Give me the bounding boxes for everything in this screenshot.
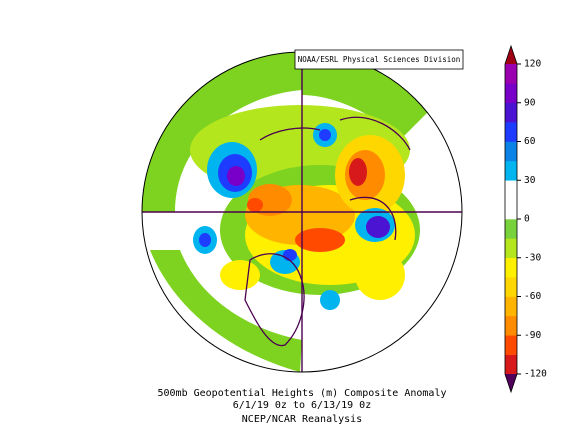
colorbar-over — [505, 46, 517, 64]
colorbar-tick-label: 120 — [524, 59, 541, 70]
colorbar-segment — [505, 83, 517, 104]
colorbar-tick-label: 30 — [524, 175, 536, 186]
colorbar-segment — [505, 180, 517, 200]
colorbar-segment — [505, 315, 517, 336]
colorbar-segment — [505, 296, 517, 317]
colorbar-tick-label: 60 — [524, 136, 536, 147]
colorbar-segment — [505, 122, 517, 142]
colorbar-tick-label: -60 — [524, 291, 541, 302]
colorbar-tick-label: 0 — [524, 214, 530, 225]
colorbar-segment — [505, 141, 517, 162]
colorbar-segment — [505, 160, 517, 181]
colorbar-segment — [505, 64, 517, 84]
colorbar-segment — [505, 277, 517, 297]
colorbar-under — [505, 374, 517, 392]
caption: NCEP/NCAR Reanalysis — [242, 414, 362, 425]
colorbar-segment — [505, 102, 517, 123]
colorbar-segment — [505, 354, 517, 375]
colorbar: 120 90 60 30 0 -30 -60 -90 -120 — [504, 44, 547, 394]
attribution-box — [294, 49, 464, 70]
colorbar-tick-label: 90 — [524, 97, 536, 108]
colorbar-tick-label: -120 — [524, 369, 547, 380]
caption: 6/1/19 0z to 6/13/19 0z — [233, 400, 371, 411]
colorbar-tick-label: -30 — [524, 252, 541, 263]
colorbar-segment — [505, 238, 517, 259]
colorbar-segment — [505, 257, 517, 278]
map — [142, 52, 462, 372]
colorbar-segment — [505, 335, 517, 355]
colorbar-tick-label: -90 — [524, 330, 541, 341]
colorbar-segment — [505, 199, 517, 220]
caption: 500mb Geopotential Heights (m) Composite… — [158, 388, 447, 399]
attribution: NOAA/ESRL Physical Sciences Division — [298, 55, 461, 64]
colorbar-segment — [505, 219, 517, 239]
